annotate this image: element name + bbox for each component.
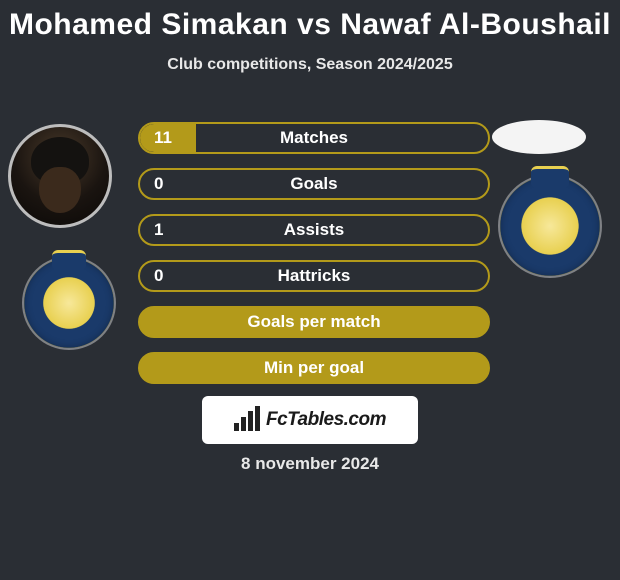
club-crest-left bbox=[24, 258, 114, 348]
stats-bars: 11 Matches 0 Goals 1 Assists 0 Hattricks… bbox=[138, 122, 490, 398]
subtitle: Club competitions, Season 2024/2025 bbox=[0, 56, 620, 74]
player-left-avatar bbox=[8, 124, 112, 228]
date-text: 8 november 2024 bbox=[0, 454, 620, 474]
stat-row-min-per-goal: Min per goal bbox=[138, 352, 490, 384]
player-right-avatar bbox=[492, 120, 586, 154]
brand-badge: FcTables.com bbox=[202, 396, 418, 444]
club-crest-right bbox=[500, 176, 600, 276]
stat-label: Matches bbox=[140, 128, 488, 148]
stat-row-goals-per-match: Goals per match bbox=[138, 306, 490, 338]
stat-row-assists: 1 Assists bbox=[138, 214, 490, 246]
stat-value: 1 bbox=[154, 220, 178, 240]
page-title: Mohamed Simakan vs Nawaf Al-Boushail bbox=[0, 0, 620, 42]
stat-label: Min per goal bbox=[140, 358, 488, 378]
stat-value: 11 bbox=[154, 128, 178, 148]
stat-label: Hattricks bbox=[140, 266, 488, 286]
stat-value: 0 bbox=[154, 174, 178, 194]
stat-row-hattricks: 0 Hattricks bbox=[138, 260, 490, 292]
stat-label: Goals per match bbox=[140, 312, 488, 332]
stat-row-matches: 11 Matches bbox=[138, 122, 490, 154]
brand-text: FcTables.com bbox=[266, 409, 386, 431]
stat-label: Goals bbox=[140, 174, 488, 194]
stat-label: Assists bbox=[140, 220, 488, 240]
stat-value: 0 bbox=[154, 266, 178, 286]
brand-logo-icon bbox=[234, 409, 260, 431]
stat-row-goals: 0 Goals bbox=[138, 168, 490, 200]
